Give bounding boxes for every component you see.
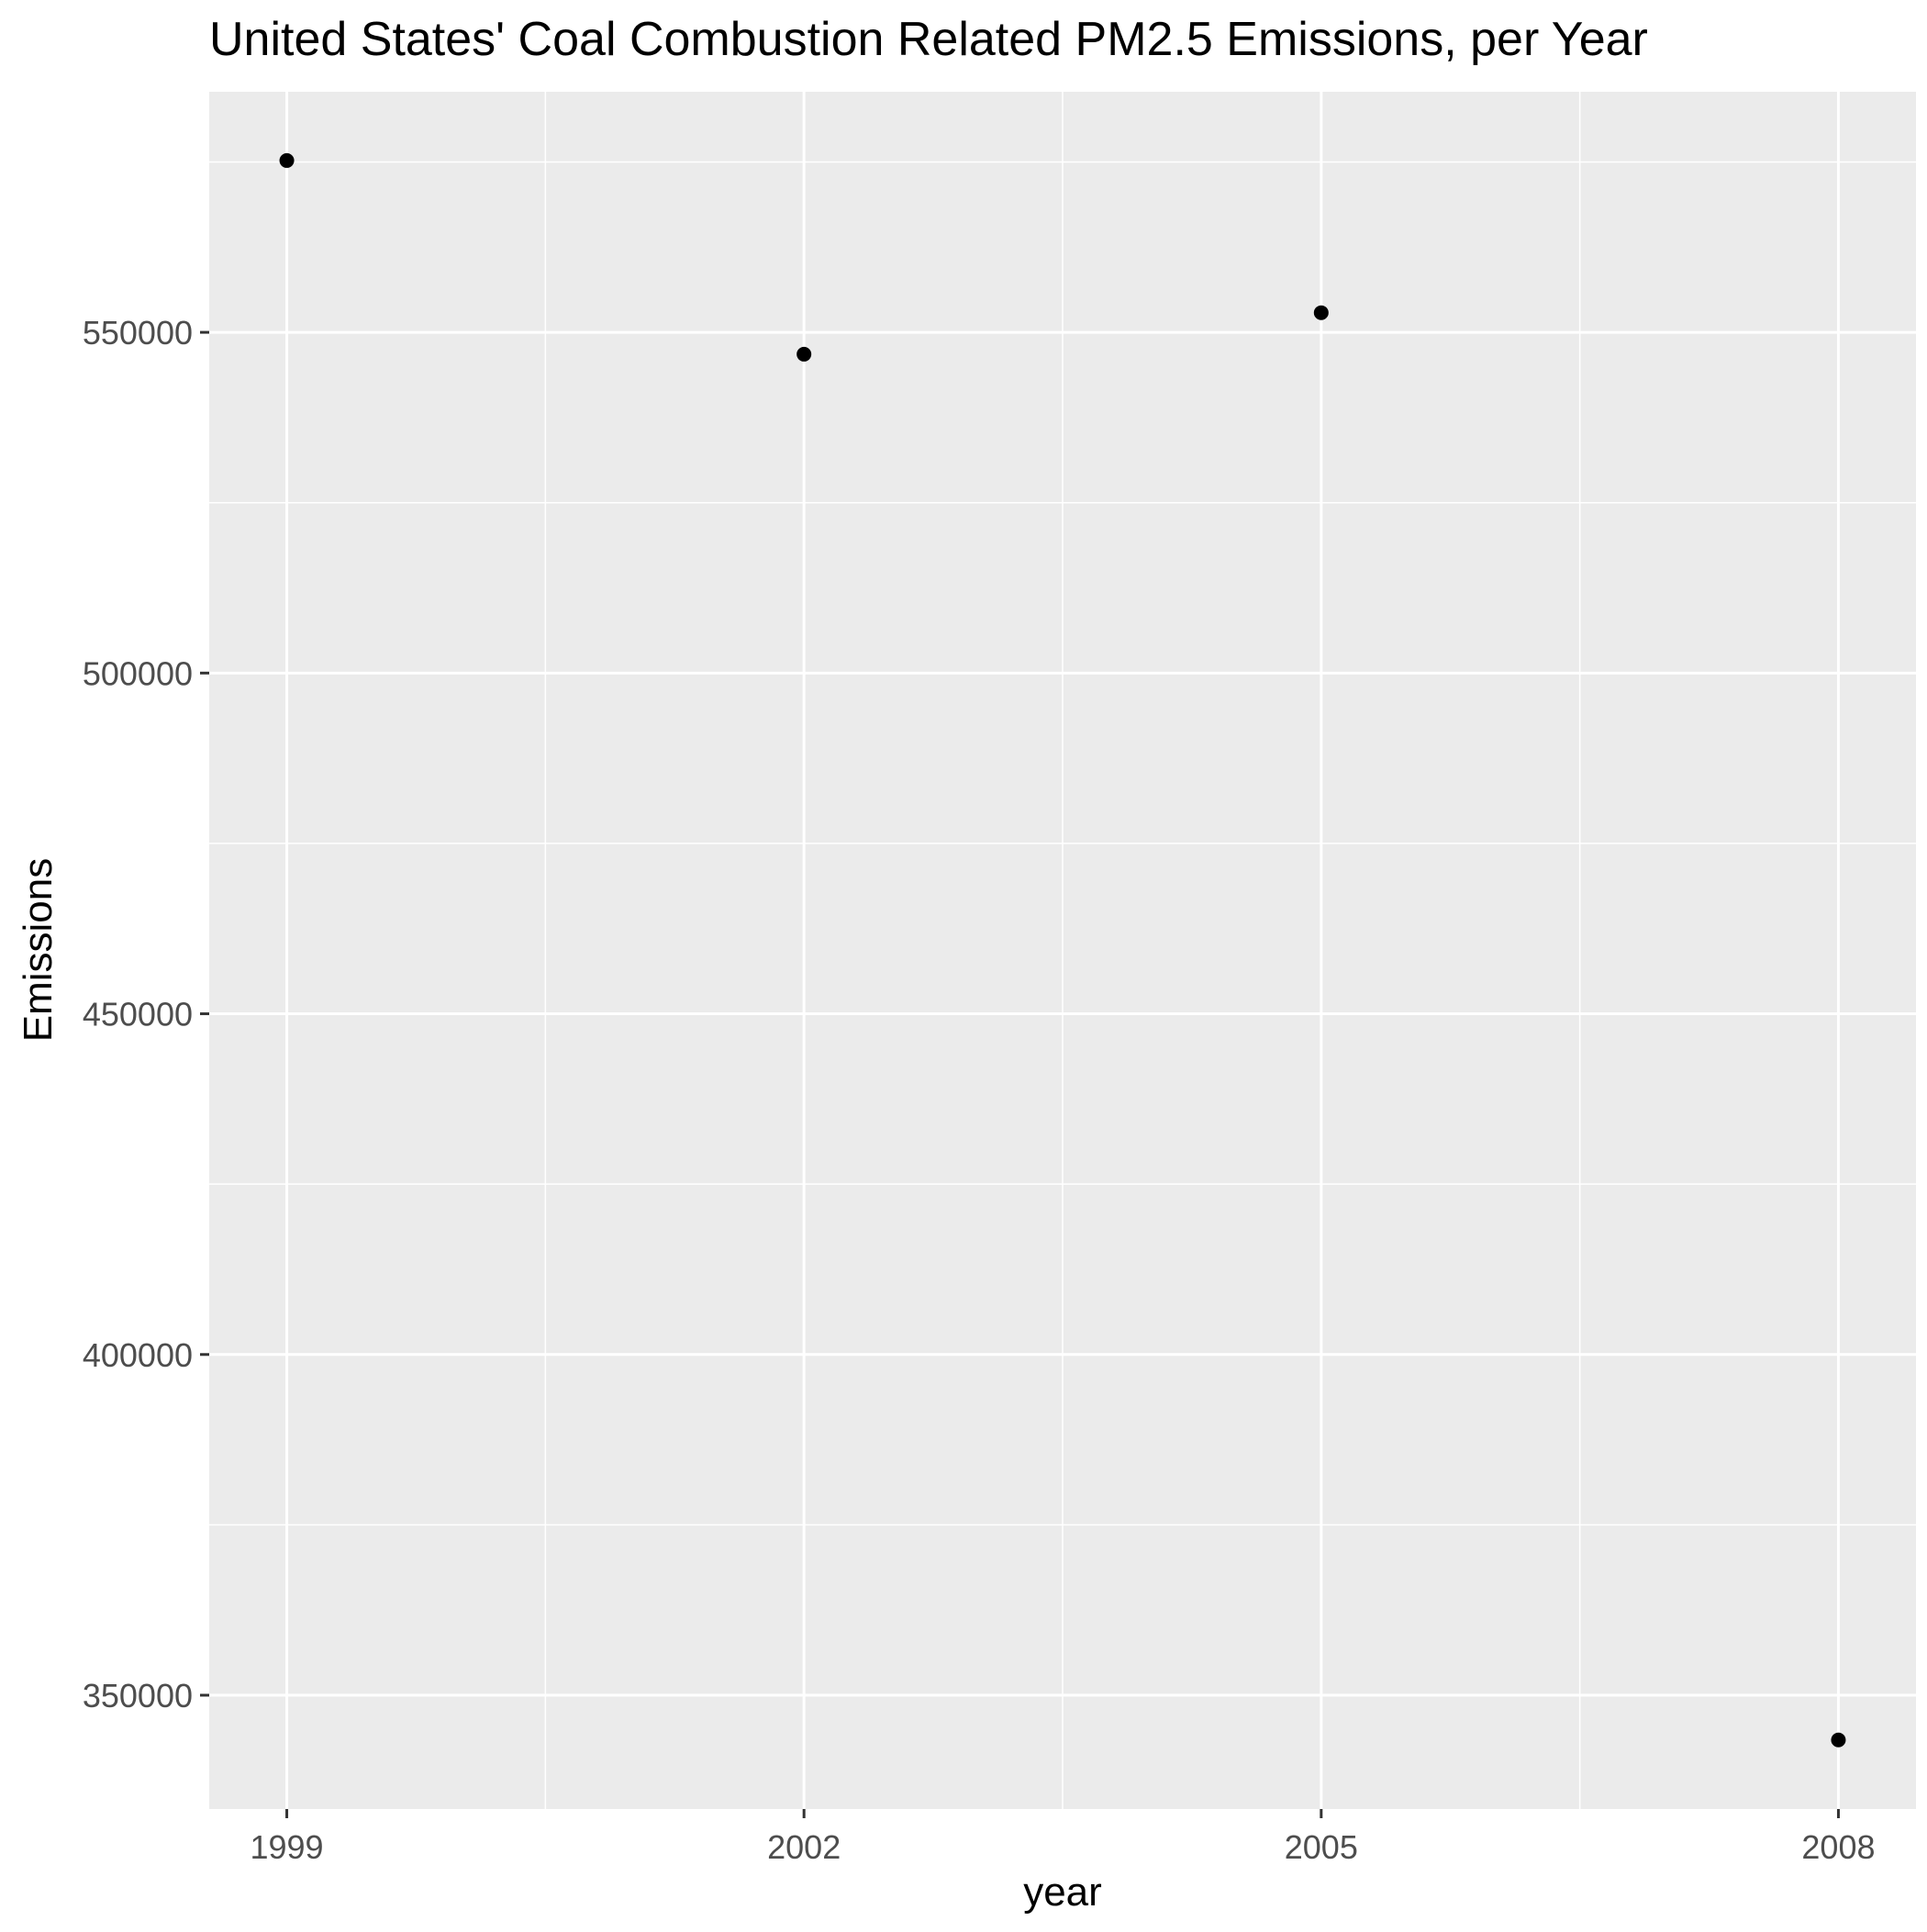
- data-point: [1313, 305, 1329, 320]
- chart-title: United States' Coal Combustion Related P…: [209, 13, 1648, 66]
- data-point: [796, 346, 812, 362]
- data-point: [279, 152, 295, 168]
- data-point: [1831, 1732, 1846, 1748]
- data-points: [279, 152, 1846, 1748]
- axis-ticks: 1999 2002 2005 2008 350000 400000 450000 500000…: [83, 314, 1876, 1866]
- x-axis-title: year: [1023, 1870, 1102, 1915]
- y-axis-title: Emissions: [16, 858, 61, 1043]
- x-tick-label: 2005: [1285, 1828, 1358, 1866]
- y-tick-label: 350000: [83, 1677, 193, 1714]
- x-tick-label: 2008: [1801, 1828, 1875, 1866]
- grid-lines: [209, 92, 1916, 1809]
- x-tick-label: 2002: [767, 1828, 841, 1866]
- x-tick-label: 1999: [250, 1828, 323, 1866]
- y-tick-label: 400000: [83, 1336, 193, 1374]
- y-tick-label: 550000: [83, 314, 193, 352]
- y-tick-label: 500000: [83, 654, 193, 692]
- y-tick-label: 450000: [83, 996, 193, 1033]
